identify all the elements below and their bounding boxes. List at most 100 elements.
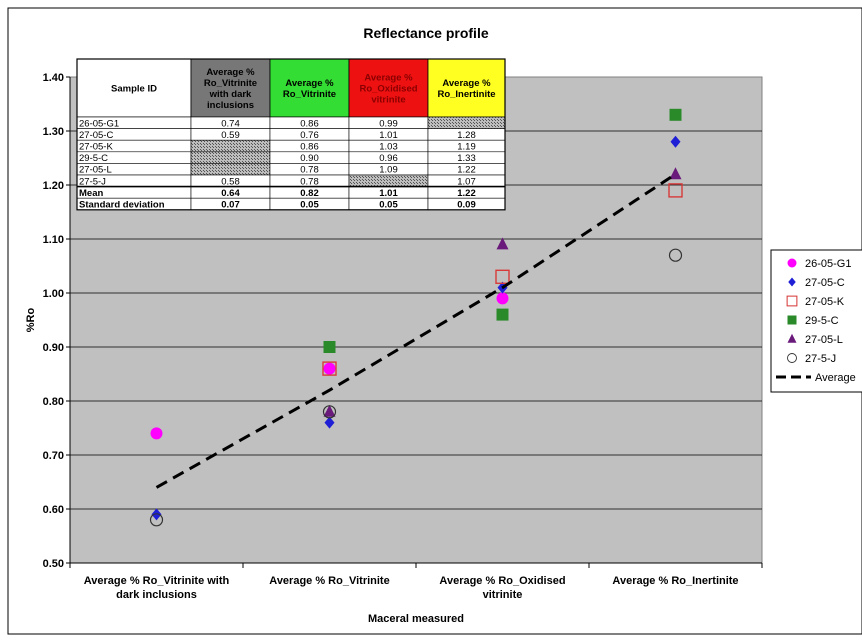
y-tick-label: 0.80 <box>43 396 64 408</box>
x-tick-label: Average % Ro_Vitrinite <box>269 575 389 587</box>
table-cell-text: 1.07 <box>457 176 476 187</box>
average-line <box>155 172 677 489</box>
y-axis-title: %Ro <box>25 308 37 333</box>
legend-label: 26-05-G1 <box>805 258 851 270</box>
table-header-cell <box>190 58 271 118</box>
data-point <box>149 513 164 527</box>
legend-label: 27-05-L <box>805 334 843 346</box>
table-cell-text: 1.01 <box>379 188 398 199</box>
table-cell-text: 29-5-C <box>79 153 108 164</box>
table-cell-empty <box>190 151 271 164</box>
data-point <box>151 508 162 521</box>
table-header-text: with dark <box>209 89 252 100</box>
data-point <box>323 404 336 417</box>
legend-entry-27-05-K: 27-05-K <box>786 295 845 308</box>
table-cell-text: 0.58 <box>221 176 240 187</box>
table-cell-text: 0.64 <box>221 188 240 199</box>
y-tick-label: 0.70 <box>43 450 64 462</box>
table-cell-text: 0.05 <box>379 200 398 211</box>
table-header-cell <box>76 58 192 118</box>
x-tick-label: dark inclusions <box>116 589 197 601</box>
x-axis-title: Maceral measured <box>368 613 464 625</box>
y-tick-label: 0.90 <box>43 342 64 354</box>
y-tick-label: 1.10 <box>43 234 64 246</box>
table-header-text: Ro_Oxidised <box>359 84 417 95</box>
y-tick-label: 1.30 <box>43 126 64 138</box>
table-header-text: Average % <box>206 67 255 78</box>
table-cell-text: 0.99 <box>379 118 398 129</box>
data-point <box>668 183 683 198</box>
legend-marker <box>787 258 797 268</box>
table-cell-text: 27-05-L <box>79 165 112 176</box>
legend-marker <box>787 315 797 325</box>
table-cell-text: 0.76 <box>300 130 319 141</box>
data-point <box>323 341 336 353</box>
table-cell-text: 0.74 <box>221 118 240 129</box>
series-27-05-L <box>323 167 682 417</box>
data-point <box>496 308 509 321</box>
table-cell-text: 1.22 <box>457 188 476 199</box>
legend-entry-27-05-C: 27-05-C <box>788 277 845 289</box>
data-point <box>496 292 509 305</box>
table-cell-text: Standard deviation <box>79 200 165 211</box>
y-tick-label: 1.40 <box>43 72 64 84</box>
table-cell-text: 0.78 <box>300 176 319 187</box>
x-tick-label: Average % Ro_Vitrinite with <box>84 575 230 587</box>
table-cell-text: Mean <box>79 188 103 199</box>
table-cell-text: 0.59 <box>221 130 240 141</box>
table-header-cell <box>348 58 429 118</box>
data-point <box>324 416 335 429</box>
table-outline <box>76 58 506 211</box>
data-point <box>323 362 336 375</box>
legend-label: 27-05-K <box>805 296 845 308</box>
data-point <box>668 248 683 262</box>
legend-entry-27-5-J: 27-5-J <box>787 353 836 365</box>
table-header-text: inclusions <box>207 100 254 111</box>
legend-entry-27-05-L: 27-05-L <box>787 333 843 346</box>
table-cell-empty <box>190 139 271 153</box>
y-tick-label: 1.20 <box>43 180 64 192</box>
table-cell-text: 0.82 <box>300 188 319 199</box>
series-27-5-J <box>149 248 683 527</box>
table-cell-text: 26-05-G1 <box>79 118 119 129</box>
table-cell-text: 0.78 <box>300 165 319 176</box>
table-cell-text: 0.96 <box>379 153 398 164</box>
table-header-text: Sample ID <box>111 84 157 95</box>
x-tick-label: vitrinite <box>483 589 523 601</box>
table-header-text: Average % <box>285 78 334 89</box>
legend-box <box>770 249 862 393</box>
table-cell-text: 1.19 <box>457 142 476 153</box>
y-tick-label: 0.50 <box>43 558 64 570</box>
table-cell-text: 1.03 <box>379 142 398 153</box>
data-point <box>670 135 681 148</box>
table-header-text: Ro_Vitrinite <box>204 78 257 89</box>
legend-entry-Average: Average <box>776 372 856 384</box>
table-cell-empty <box>427 116 506 129</box>
table-header-text: vitrinite <box>371 95 405 106</box>
data-point <box>669 167 682 180</box>
x-tick-label: Average % Ro_Oxidised <box>439 575 565 587</box>
legend-marker <box>787 333 797 343</box>
table-header-text: Average % <box>442 78 491 89</box>
table-cell-text: 0.07 <box>221 200 240 211</box>
table-cell-text: 1.33 <box>457 153 476 164</box>
series-29-5-C <box>323 108 682 353</box>
legend-label: Average <box>815 372 856 384</box>
data-point <box>496 237 509 250</box>
data-point <box>322 405 337 419</box>
table-cell-text: 1.22 <box>457 165 476 176</box>
table-header-cell <box>269 58 350 118</box>
legend-label: 27-5-J <box>805 353 836 365</box>
y-tick-label: 0.60 <box>43 504 64 516</box>
data-point <box>150 427 163 440</box>
table-cell-empty <box>348 174 429 187</box>
legend-marker <box>788 277 796 287</box>
table-cell-text: 0.05 <box>300 200 319 211</box>
chart-title: Reflectance profile <box>363 25 488 41</box>
legend-marker <box>787 353 797 363</box>
data-point <box>495 269 510 284</box>
data-point <box>322 361 337 376</box>
chart-text: 0.50 0.60 0.70 0.80 0.90 1.00 1.10 1.20 1.30 1.40… <box>25 25 739 625</box>
